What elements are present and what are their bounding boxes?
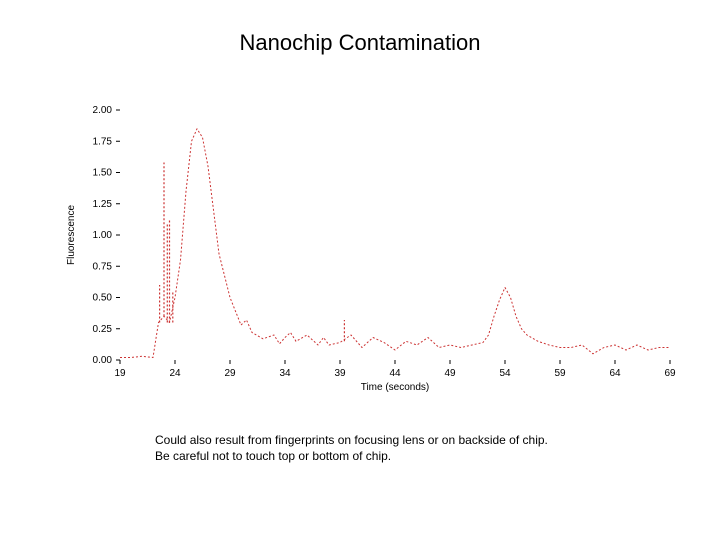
svg-text:39: 39: [334, 368, 346, 379]
caption-line-1: Could also result from fingerprints on f…: [155, 432, 655, 448]
caption: Could also result from fingerprints on f…: [155, 432, 655, 464]
svg-text:1.25: 1.25: [93, 199, 113, 210]
svg-text:69: 69: [664, 368, 676, 379]
svg-text:0.50: 0.50: [93, 293, 113, 304]
svg-text:2.00: 2.00: [93, 105, 113, 116]
svg-text:Fluorescence: Fluorescence: [66, 205, 77, 265]
svg-text:24: 24: [169, 368, 181, 379]
svg-text:0.75: 0.75: [93, 261, 113, 272]
svg-text:1.75: 1.75: [93, 136, 113, 147]
svg-text:29: 29: [224, 368, 236, 379]
svg-text:59: 59: [554, 368, 566, 379]
svg-text:44: 44: [389, 368, 401, 379]
svg-text:1.00: 1.00: [93, 230, 113, 241]
svg-text:1.50: 1.50: [93, 168, 113, 179]
caption-line-2: Be careful not to touch top or bottom of…: [155, 448, 655, 464]
svg-text:0.25: 0.25: [93, 324, 113, 335]
svg-text:49: 49: [444, 368, 456, 379]
fluorescence-chart: 0.00 0.25 0.50 0.75 1.00 1.25 1.50 1.75 2.00 19 24…: [60, 100, 680, 400]
svg-text:19: 19: [114, 368, 126, 379]
page-title: Nanochip Contamination: [0, 30, 720, 56]
svg-text:0.00: 0.00: [93, 355, 113, 366]
svg-text:Time (seconds): Time (seconds): [361, 382, 430, 393]
svg-text:64: 64: [609, 368, 621, 379]
svg-text:34: 34: [279, 368, 291, 379]
svg-text:54: 54: [499, 368, 511, 379]
